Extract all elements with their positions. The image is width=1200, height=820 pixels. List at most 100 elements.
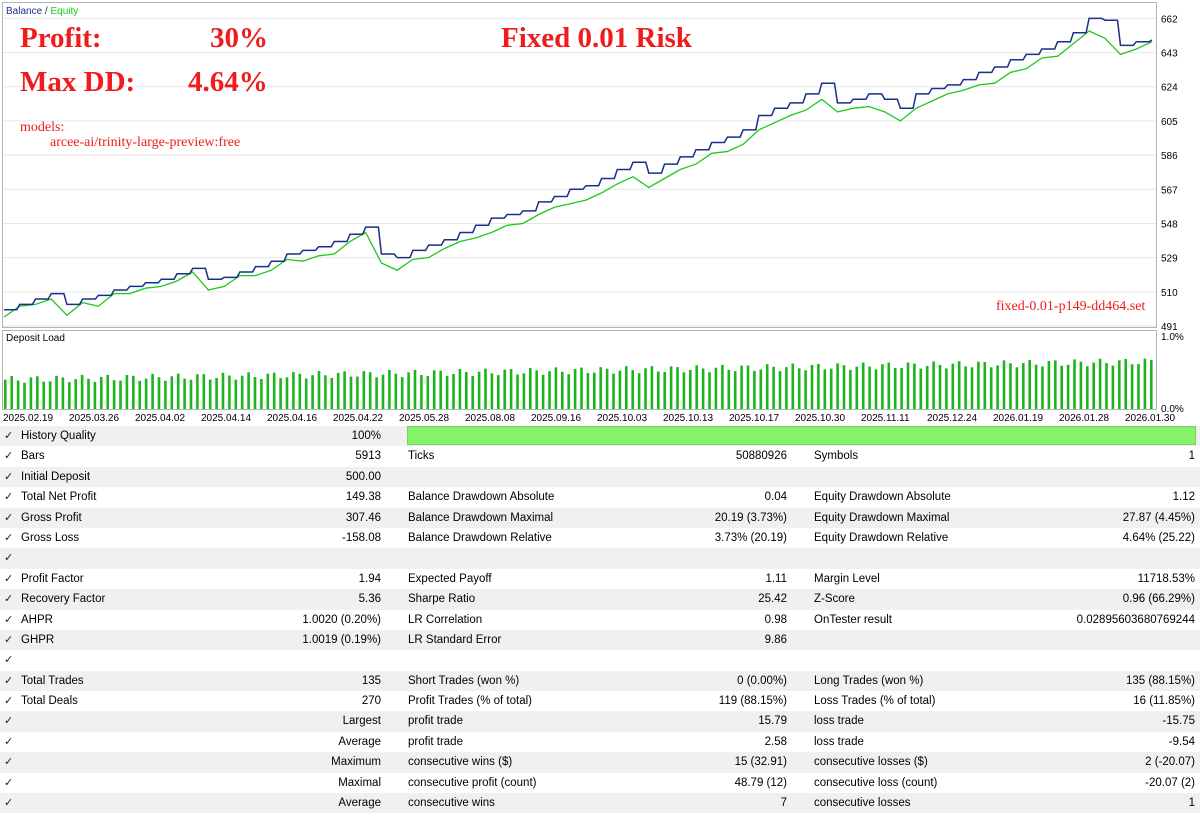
y-axis: 662 643 624 605 586 567 548 529 510 491 (1161, 14, 1178, 330)
y-tick-label: 605 (1161, 117, 1178, 128)
x-tick-label: 2025.11.11 (861, 413, 910, 424)
deposit-load-bar (221, 372, 225, 409)
x-tick-label: 2026.01.28 (1059, 413, 1109, 424)
stat-label: consecutive loss (count) (814, 776, 938, 789)
stat-label: Equity Drawdown Relative (814, 531, 949, 544)
stat-value: 270 (361, 695, 381, 708)
history-quality-bar (407, 426, 1196, 445)
deposit-load-min-label: 0.0% (1161, 404, 1184, 415)
row-check-icon[interactable]: ✓ (4, 572, 14, 585)
stat-label: Ticks (408, 450, 435, 463)
row-check-icon[interactable]: ✓ (4, 715, 14, 728)
stat-value: 25.42 (758, 593, 787, 606)
deposit-load-bar (1022, 363, 1025, 409)
row-check-icon[interactable]: ✓ (4, 450, 14, 463)
stat-label: profit trade (408, 735, 463, 748)
deposit-load-bar (842, 365, 846, 409)
deposit-load-bar (484, 368, 487, 409)
deposit-load-bar (298, 373, 302, 409)
x-tick-label: 2025.03.26 (69, 413, 119, 424)
stat-label: Expected Payoff (408, 572, 492, 585)
row-check-icon[interactable]: ✓ (4, 531, 14, 544)
row-check-icon[interactable]: ✓ (4, 735, 14, 748)
x-tick-label: 2025.10.03 (597, 413, 647, 424)
legend-equity: Equity (50, 6, 78, 17)
x-tick-label: 2026.01.19 (993, 413, 1043, 424)
stats-row: ✓ Average profit trade 2.58 loss trade -9.54 (0, 731, 1200, 753)
stats-row: ✓ (0, 650, 1200, 671)
deposit-load-bar (132, 375, 135, 409)
x-tick-label: 2025.10.30 (795, 413, 845, 424)
stat-label: Initial Deposit (21, 470, 91, 483)
deposit-load-bar (657, 371, 660, 409)
row-check-icon[interactable]: ✓ (4, 674, 14, 687)
deposit-load-bar (285, 377, 289, 409)
stat-value: 1.0020 (0.20%) (302, 613, 381, 626)
row-check-icon[interactable]: ✓ (4, 613, 14, 626)
row-check-icon[interactable]: ✓ (4, 511, 14, 524)
y-tick-label: 567 (1161, 185, 1178, 196)
profit-value: 30% (210, 22, 268, 54)
row-check-icon[interactable]: ✓ (4, 776, 14, 789)
stat-label: consecutive wins (408, 797, 495, 810)
deposit-load-bar (663, 372, 666, 409)
row-check-icon[interactable]: ✓ (4, 491, 14, 504)
deposit-load-bar (215, 378, 218, 409)
stats-row: ✓ Total Trades 135 Short Trades (won %) 0 (0… (0, 670, 1200, 692)
deposit-load-bar (906, 362, 910, 409)
row-check-icon[interactable]: ✓ (4, 695, 14, 708)
stat-label: profit trade (408, 715, 463, 728)
deposit-load-bar (1028, 359, 1031, 409)
deposit-load-bar (93, 381, 97, 409)
deposit-load-bar (644, 368, 647, 409)
deposit-load-bar (893, 367, 897, 409)
deposit-load-bar (778, 371, 782, 409)
stat-value: 4.64% (25.22) (1122, 531, 1195, 544)
deposit-load-bar (753, 370, 756, 409)
stat-value: 0.02895603680769244 (1076, 613, 1195, 626)
deposit-load-bar (586, 373, 590, 409)
stats-row: ✓ Gross Profit 307.46 Balance Drawdown Maxi… (0, 507, 1200, 528)
deposit-load-bar (202, 374, 206, 409)
deposit-load-bar (1073, 359, 1076, 409)
deposit-load-bar (791, 363, 795, 409)
deposit-load-bar (721, 364, 724, 409)
deposit-load-bar (785, 367, 788, 409)
deposit-load-bar (676, 367, 679, 409)
deposit-load-bar (951, 363, 955, 409)
deposit-load-bar (311, 375, 314, 409)
deposit-load-bar (362, 371, 366, 409)
x-tick-label: 2025.02.19 (3, 413, 53, 424)
row-check-icon[interactable]: ✓ (4, 430, 14, 442)
deposit-load-bar (637, 373, 641, 409)
deposit-load-bar (1092, 362, 1095, 409)
deposit-load-bar (260, 379, 263, 409)
stat-value: 1.94 (358, 572, 381, 585)
deposit-load-bar (1098, 358, 1102, 409)
y-tick-label: 510 (1161, 288, 1178, 299)
row-check-icon[interactable]: ✓ (4, 797, 14, 810)
row-check-icon[interactable]: ✓ (4, 470, 14, 483)
row-check-icon[interactable]: ✓ (4, 654, 14, 667)
deposit-load-bar (388, 370, 391, 409)
deposit-load-bar (138, 380, 141, 409)
deposit-load-bar (375, 377, 378, 409)
row-check-icon[interactable]: ✓ (4, 593, 14, 606)
y-tick-label: 548 (1161, 219, 1178, 230)
stat-label: Total Trades (21, 674, 84, 687)
row-check-icon[interactable]: ✓ (4, 633, 14, 646)
deposit-load-bar (733, 371, 737, 409)
deposit-load-bar (900, 368, 903, 409)
row-check-icon[interactable]: ✓ (4, 756, 14, 769)
deposit-load-bar (439, 370, 442, 409)
chart-frame (2, 2, 1157, 328)
deposit-load-bar (465, 372, 468, 409)
deposit-load-bar (272, 372, 276, 409)
deposit-load-bar (740, 365, 743, 409)
deposit-load-bar (804, 370, 807, 409)
stat-label: consecutive wins ($) (408, 756, 513, 769)
deposit-load-bar (593, 372, 596, 409)
row-check-icon[interactable]: ✓ (4, 552, 14, 565)
x-tick-label: 2026.01.30 (1125, 413, 1175, 424)
deposit-load-bar (400, 377, 404, 409)
